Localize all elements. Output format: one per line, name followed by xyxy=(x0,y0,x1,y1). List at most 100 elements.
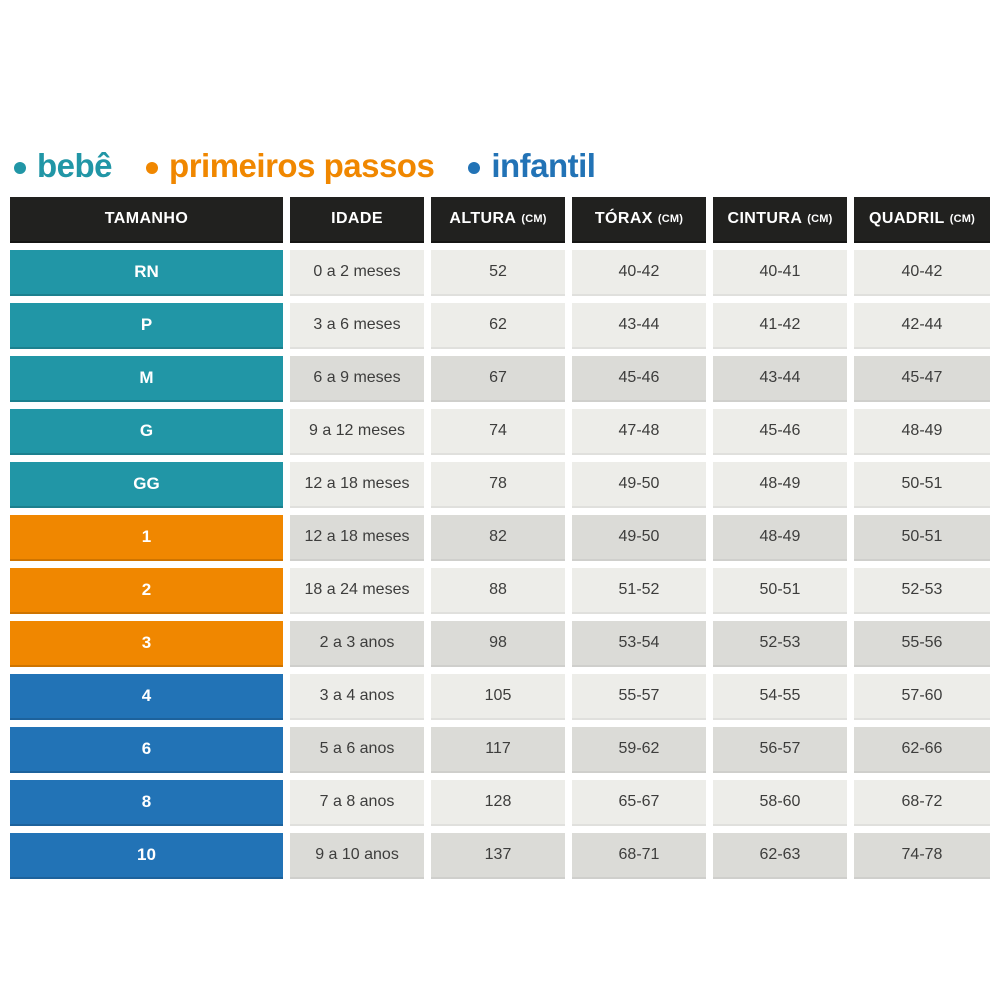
column-header-unit: (CM) xyxy=(657,213,684,225)
column-header-torax: TÓRAX (CM) xyxy=(572,197,706,243)
quadril-cell: 48-49 xyxy=(854,409,990,455)
altura-cell: 52 xyxy=(431,250,565,296)
cintura-cell: 40-41 xyxy=(713,250,847,296)
size-cell: RN xyxy=(10,250,283,296)
torax-cell: 43-44 xyxy=(572,303,706,349)
cintura-cell: 58-60 xyxy=(713,780,847,826)
column-header-cintura: CINTURA (CM) xyxy=(713,197,847,243)
age-cell: 2 a 3 anos xyxy=(290,621,424,667)
cintura-cell: 48-49 xyxy=(713,515,847,561)
size-cell: 3 xyxy=(10,621,283,667)
size-cell: P xyxy=(10,303,283,349)
quadril-cell: 40-42 xyxy=(854,250,990,296)
age-cell: 12 a 18 meses xyxy=(290,515,424,561)
column-header-quadril: QUADRIL (CM) xyxy=(854,197,990,243)
size-table: TAMANHO IDADE ALTURA (CM) TÓRAX (CM) CINTURA (C… xyxy=(10,197,990,879)
column-header-label: TÓRAX xyxy=(594,210,653,227)
torax-cell: 47-48 xyxy=(572,409,706,455)
quadril-cell: 68-72 xyxy=(854,780,990,826)
legend-item-infantil: infantil xyxy=(468,147,596,185)
size-cell: 4 xyxy=(10,674,283,720)
torax-cell: 53-54 xyxy=(572,621,706,667)
quadril-cell: 74-78 xyxy=(854,833,990,879)
altura-cell: 62 xyxy=(431,303,565,349)
altura-cell: 117 xyxy=(431,727,565,773)
torax-cell: 55-57 xyxy=(572,674,706,720)
size-cell: 2 xyxy=(10,568,283,614)
age-cell: 3 a 4 anos xyxy=(290,674,424,720)
quadril-cell: 52-53 xyxy=(854,568,990,614)
column-header-label: CINTURA xyxy=(727,210,803,227)
size-cell: 1 xyxy=(10,515,283,561)
age-cell: 9 a 12 meses xyxy=(290,409,424,455)
altura-cell: 137 xyxy=(431,833,565,879)
age-cell: 7 a 8 anos xyxy=(290,780,424,826)
quadril-cell: 45-47 xyxy=(854,356,990,402)
legend-item-label: primeiros passos xyxy=(169,147,435,184)
size-cell: GG xyxy=(10,462,283,508)
legend: bebê primeiros passos infantil xyxy=(14,146,990,186)
altura-cell: 128 xyxy=(431,780,565,826)
altura-cell: 78 xyxy=(431,462,565,508)
quadril-cell: 50-51 xyxy=(854,515,990,561)
cintura-cell: 41-42 xyxy=(713,303,847,349)
quadril-cell: 42-44 xyxy=(854,303,990,349)
torax-cell: 45-46 xyxy=(572,356,706,402)
column-header-unit: (CM) xyxy=(949,213,975,225)
column-header-label: IDADE xyxy=(331,210,383,227)
size-cell: 10 xyxy=(10,833,283,879)
legend-item-label: infantil xyxy=(491,147,596,184)
cintura-cell: 52-53 xyxy=(713,621,847,667)
age-cell: 3 a 6 meses xyxy=(290,303,424,349)
legend-bullet-icon xyxy=(14,161,26,174)
column-header-label: QUADRIL xyxy=(869,210,945,227)
altura-cell: 88 xyxy=(431,568,565,614)
column-header-tamanho: TAMANHO xyxy=(10,197,283,243)
torax-cell: 49-50 xyxy=(572,462,706,508)
altura-cell: 74 xyxy=(431,409,565,455)
size-cell: G xyxy=(10,409,283,455)
torax-cell: 51-52 xyxy=(572,568,706,614)
size-cell: 6 xyxy=(10,727,283,773)
cintura-cell: 43-44 xyxy=(713,356,847,402)
torax-cell: 40-42 xyxy=(572,250,706,296)
torax-cell: 59-62 xyxy=(572,727,706,773)
quadril-cell: 55-56 xyxy=(854,621,990,667)
age-cell: 5 a 6 anos xyxy=(290,727,424,773)
torax-cell: 68-71 xyxy=(572,833,706,879)
cintura-cell: 54-55 xyxy=(713,674,847,720)
size-cell: M xyxy=(10,356,283,402)
altura-cell: 67 xyxy=(431,356,565,402)
quadril-cell: 62-66 xyxy=(854,727,990,773)
torax-cell: 65-67 xyxy=(572,780,706,826)
torax-cell: 49-50 xyxy=(572,515,706,561)
age-cell: 18 a 24 meses xyxy=(290,568,424,614)
altura-cell: 82 xyxy=(431,515,565,561)
column-header-unit: (CM) xyxy=(807,213,833,225)
legend-bullet-icon xyxy=(146,161,159,174)
quadril-cell: 50-51 xyxy=(854,462,990,508)
legend-item-primeiros_passos: primeiros passos xyxy=(146,147,435,185)
cintura-cell: 56-57 xyxy=(713,727,847,773)
cintura-cell: 62-63 xyxy=(713,833,847,879)
age-cell: 12 a 18 meses xyxy=(290,462,424,508)
altura-cell: 98 xyxy=(431,621,565,667)
cintura-cell: 48-49 xyxy=(713,462,847,508)
legend-item-bebe: bebê xyxy=(14,147,113,185)
cintura-cell: 45-46 xyxy=(713,409,847,455)
age-cell: 9 a 10 anos xyxy=(290,833,424,879)
quadril-cell: 57-60 xyxy=(854,674,990,720)
age-cell: 6 a 9 meses xyxy=(290,356,424,402)
cintura-cell: 50-51 xyxy=(713,568,847,614)
altura-cell: 105 xyxy=(431,674,565,720)
column-header-unit: (CM) xyxy=(521,213,547,225)
column-header-label: TAMANHO xyxy=(104,210,189,227)
column-header-idade: IDADE xyxy=(290,197,424,243)
legend-bullet-icon xyxy=(468,161,481,174)
column-header-altura: ALTURA (CM) xyxy=(431,197,565,243)
age-cell: 0 a 2 meses xyxy=(290,250,424,296)
column-header-label: ALTURA xyxy=(449,210,517,227)
size-cell: 8 xyxy=(10,780,283,826)
legend-item-label: bebê xyxy=(37,147,113,184)
